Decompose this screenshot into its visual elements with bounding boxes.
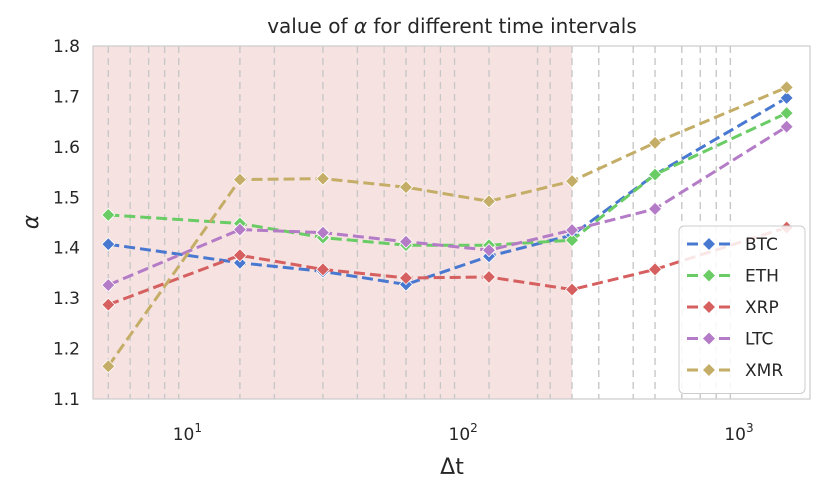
plot-frame — [92, 45, 811, 400]
data-point-ltc — [564, 222, 580, 238]
data-point-ltc — [398, 234, 414, 249]
data-point-xmr — [481, 194, 497, 209]
data-point-ltc — [232, 222, 247, 237]
y-tick-labels: 1.1 1.2 1.3 1.4 1.5 1.6 1.7 1.8 — [53, 37, 80, 410]
x-tick-label: 103 — [724, 421, 753, 445]
x-tick-label: 101 — [173, 421, 202, 445]
series-line-eth — [108, 111, 788, 247]
series-line-xmr — [107, 86, 788, 368]
data-point-xmr — [101, 359, 116, 374]
y-tick-label: 1.4 — [53, 239, 80, 259]
data-point-xrp — [315, 262, 331, 277]
shaded-region-layer — [93, 46, 573, 399]
data-point-xmr — [564, 174, 580, 189]
x-tick-labels: 101 102 103 — [173, 421, 754, 445]
legend-swatch-marker — [701, 299, 717, 315]
legend-label: XMR — [745, 361, 783, 381]
data-point-ltc — [101, 277, 116, 293]
series-line-btc — [108, 96, 788, 287]
y-tick-label: 1.3 — [53, 289, 80, 309]
legend-swatch-marker — [701, 268, 717, 283]
legend-box — [678, 225, 806, 394]
data-point-eth — [564, 233, 580, 248]
legend-label: LTC — [745, 330, 773, 350]
data-point-xrp — [564, 282, 580, 297]
x-axis-label: Δt — [440, 455, 464, 480]
data-point-btc — [232, 255, 247, 270]
y-tick-label: 1.5 — [53, 188, 80, 208]
legend-item-eth: ETH — [687, 267, 779, 287]
y-tick-label: 1.6 — [53, 138, 80, 158]
data-point-xrp — [647, 262, 663, 277]
data-point-eth — [101, 207, 116, 223]
shaded-region — [93, 46, 573, 399]
data-point-xrp — [101, 297, 116, 312]
data-point-btc — [101, 237, 116, 252]
data-point-xmr — [779, 80, 794, 95]
legend-swatch-marker — [701, 362, 717, 378]
y-tick-label: 1.7 — [53, 87, 80, 107]
legend-item-xmr: XMR — [687, 361, 783, 381]
series-ltc — [101, 119, 794, 293]
y-tick-label: 1.8 — [53, 37, 80, 57]
data-point-xmr — [232, 172, 247, 187]
series-line-xrp — [107, 226, 788, 307]
y-axis-label: α — [19, 214, 44, 229]
chart-title: value of α for different time intervals — [267, 14, 637, 38]
data-point-xrp — [232, 248, 247, 263]
legend-label: ETH — [745, 267, 779, 287]
series-line-ltc — [107, 125, 788, 287]
data-point-ltc — [481, 243, 497, 258]
y-tick-label: 1.2 — [53, 340, 80, 360]
legend-swatch-marker — [701, 331, 717, 346]
legend-item-ltc: LTC — [687, 330, 773, 350]
data-point-xmr — [315, 171, 331, 186]
y-tick-label: 1.1 — [53, 390, 80, 410]
legend-label: BTC — [745, 235, 778, 255]
data-point-eth — [647, 167, 663, 182]
data-point-xmr — [647, 135, 663, 150]
data-point-btc — [779, 90, 794, 106]
data-point-ltc — [647, 201, 663, 216]
data-point-ltc — [315, 225, 331, 240]
data-point-xrp — [398, 270, 414, 286]
legend-label: XRP — [745, 298, 779, 318]
data-point-xrp — [481, 269, 497, 285]
data-point-eth — [779, 106, 794, 121]
data-point-ltc — [779, 119, 794, 134]
legend-swatch-marker — [701, 236, 717, 252]
data-point-xmr — [398, 180, 414, 195]
series-xmr — [101, 80, 794, 374]
x-tick-label: 102 — [449, 421, 478, 445]
legend: BTC ETH XRP LTC XMR — [678, 225, 806, 394]
legend-item-xrp: XRP — [687, 298, 779, 318]
legend-item-btc: BTC — [687, 235, 778, 255]
